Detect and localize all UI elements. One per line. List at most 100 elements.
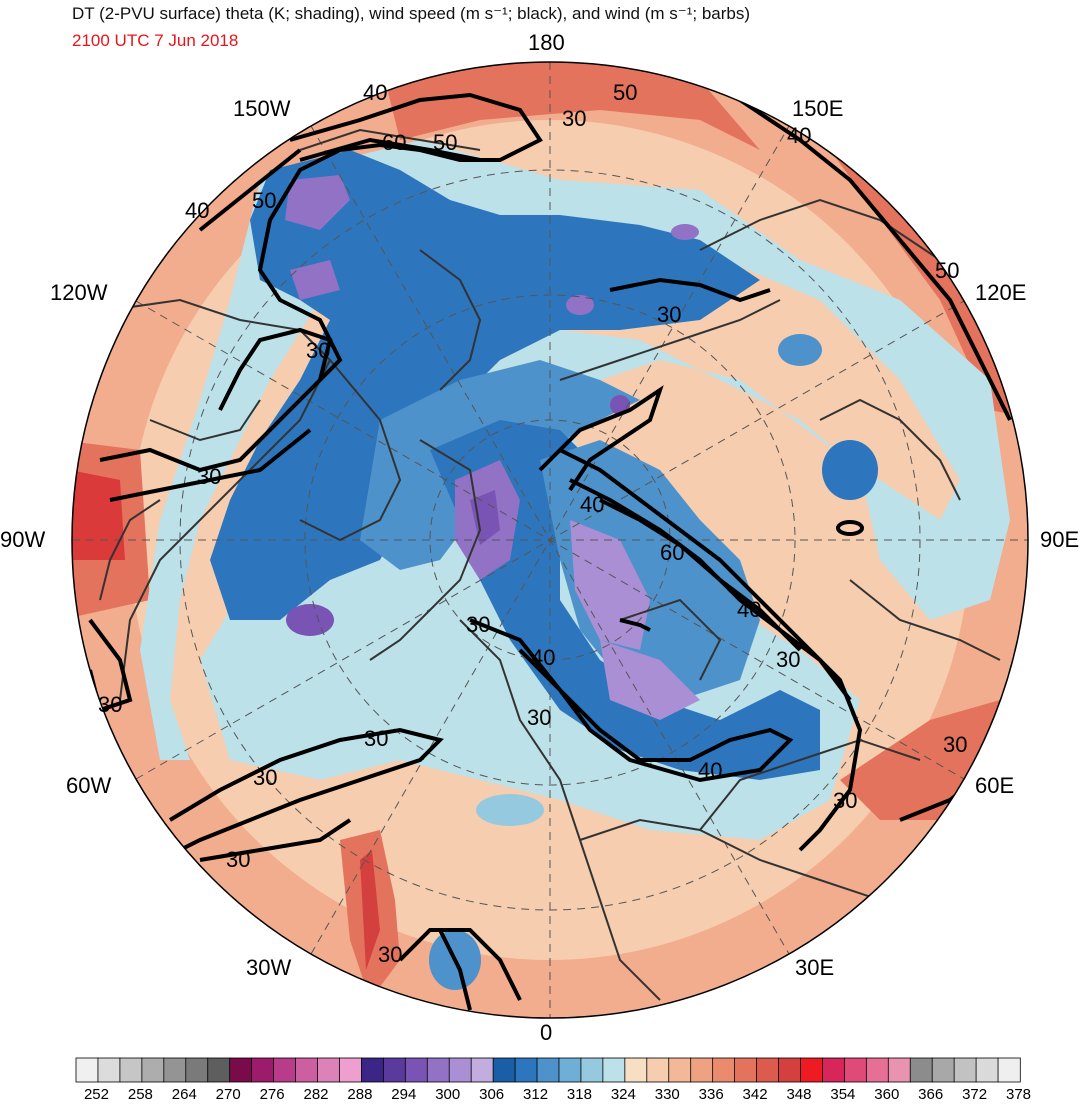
map-boundary	[71, 61, 1029, 1019]
contour-label: 50	[252, 188, 276, 213]
contour-label: 30	[466, 612, 490, 637]
colorbar-cell	[229, 1057, 253, 1083]
colorbar-cell	[975, 1057, 999, 1083]
colorbar-cell	[953, 1057, 977, 1083]
colorbar-cell	[317, 1057, 341, 1083]
contour-label: 30	[776, 647, 800, 672]
colorbar-cell	[97, 1057, 121, 1083]
colorbar-cell	[492, 1057, 516, 1083]
colorbar-cell	[448, 1057, 472, 1083]
contour-label: 40	[363, 80, 387, 105]
colorbar-cell	[185, 1057, 209, 1083]
colorbar-cell	[119, 1057, 143, 1083]
colorbar-tick-label: 300	[435, 1086, 461, 1103]
lon-label-150e: 150E	[792, 96, 844, 121]
colorbar-tick-label: 306	[479, 1086, 505, 1103]
colorbar-tick-label: 318	[566, 1086, 592, 1103]
contour-label: 50	[935, 258, 959, 283]
lon-label-90e: 90E	[1040, 527, 1080, 552]
contour-label: 30	[98, 692, 122, 717]
colorbar-cell	[909, 1057, 933, 1083]
colorbar-cell	[536, 1057, 560, 1083]
colorbar-cell	[712, 1057, 736, 1083]
colorbar-cell	[865, 1057, 889, 1083]
contour-label: 30	[364, 726, 388, 751]
colorbar-cell	[997, 1057, 1021, 1083]
lon-label-60w: 60W	[66, 773, 112, 798]
lon-label-60e: 60E	[975, 773, 1015, 798]
colorbar-cell	[690, 1057, 714, 1083]
colorbar-tick-label: 348	[786, 1086, 812, 1103]
lon-label-120e: 120E	[975, 280, 1027, 305]
colorbar-cell	[624, 1057, 648, 1083]
colorbar-tick-label: 264	[171, 1086, 197, 1103]
colorbar-cell	[668, 1057, 692, 1083]
lon-label-30e: 30E	[795, 955, 835, 980]
colorbar-cell	[602, 1057, 626, 1083]
lon-label-120w: 120W	[50, 280, 108, 305]
contour-label: 40	[185, 198, 209, 223]
colorbar-cell	[646, 1057, 670, 1083]
colorbar-tick-label: 324	[610, 1086, 636, 1103]
colorbar-cell	[514, 1057, 538, 1083]
colorbar-tick-label: 372	[962, 1086, 988, 1103]
colorbar-tick-label: 378	[1006, 1086, 1032, 1103]
chart-title: DT (2-PVU surface) theta (K; shading), w…	[72, 4, 751, 23]
contour-label: 40	[531, 645, 555, 670]
contour-label-group: 40 50 30 60 50 40 50 40 50 30 30 30 40 6…	[98, 80, 967, 967]
colorbar-cells	[75, 1057, 1021, 1083]
colorbar-tick-label: 360	[874, 1086, 900, 1103]
colorbar-cell	[558, 1057, 582, 1083]
colorbar-cell	[163, 1057, 187, 1083]
contour-label: 50	[433, 130, 457, 155]
colorbar-cell	[404, 1057, 428, 1083]
colorbar-tick-label: 366	[918, 1086, 944, 1103]
colorbar-cell	[251, 1057, 275, 1083]
colorbar-cell	[382, 1057, 407, 1083]
colorbar-cell	[756, 1057, 780, 1083]
lon-label-150w: 150W	[233, 96, 291, 121]
colorbar-cell	[360, 1057, 385, 1083]
valid-time: 2100 UTC 7 Jun 2018	[72, 31, 239, 50]
colorbar-cell	[75, 1057, 99, 1083]
graticule	[72, 62, 1028, 1018]
colorbar-cell	[273, 1057, 297, 1083]
colorbar-cell	[778, 1057, 802, 1083]
colorbar-cell	[339, 1057, 363, 1083]
contour-label: 40	[737, 597, 761, 622]
lon-label-30w: 30W	[246, 955, 292, 980]
colorbar-tick-label: 312	[523, 1086, 549, 1103]
contour-label: 40	[580, 492, 604, 517]
colorbar-cell	[141, 1057, 165, 1083]
colorbar-cell	[470, 1057, 494, 1083]
contour-label: 60	[660, 540, 684, 565]
colorbar-tick-label: 258	[127, 1086, 153, 1103]
contour-label: 40	[787, 123, 811, 148]
colorbar-tick-label: 276	[259, 1086, 285, 1103]
contour-label: 30	[562, 106, 586, 131]
colorbar-cell	[800, 1057, 824, 1083]
colorbar-cell	[931, 1057, 955, 1083]
contour-label: 30	[253, 765, 277, 790]
contour-label: 30	[197, 464, 221, 489]
colorbar-cell	[843, 1057, 868, 1083]
contour-label: 30	[306, 338, 330, 363]
colorbar-tick-label: 342	[742, 1086, 768, 1103]
colorbar-cell	[734, 1057, 758, 1083]
colorbar-tick-label: 282	[303, 1086, 329, 1103]
colorbar-tick-label: 288	[347, 1086, 373, 1103]
colorbar-tick-label: 354	[830, 1086, 856, 1103]
contour-label: 30	[657, 302, 681, 327]
wind-speed-contours	[88, 92, 1012, 1011]
colorbar-tick-label: 294	[391, 1086, 417, 1103]
lon-label-180: 180	[528, 30, 565, 55]
lon-label-90w: 90W	[0, 527, 46, 552]
colorbar-cell	[426, 1057, 450, 1083]
contour-label: 30	[833, 788, 857, 813]
colorbar-cell	[207, 1057, 231, 1083]
contour-label: 30	[527, 705, 551, 730]
colorbar-cell	[887, 1057, 911, 1083]
contour-label: 30	[943, 732, 967, 757]
colorbar-tick-label: 252	[83, 1086, 109, 1103]
